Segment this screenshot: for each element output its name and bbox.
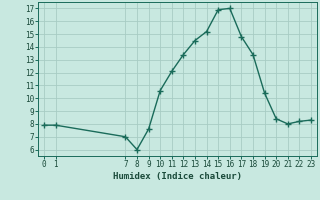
- X-axis label: Humidex (Indice chaleur): Humidex (Indice chaleur): [113, 172, 242, 181]
